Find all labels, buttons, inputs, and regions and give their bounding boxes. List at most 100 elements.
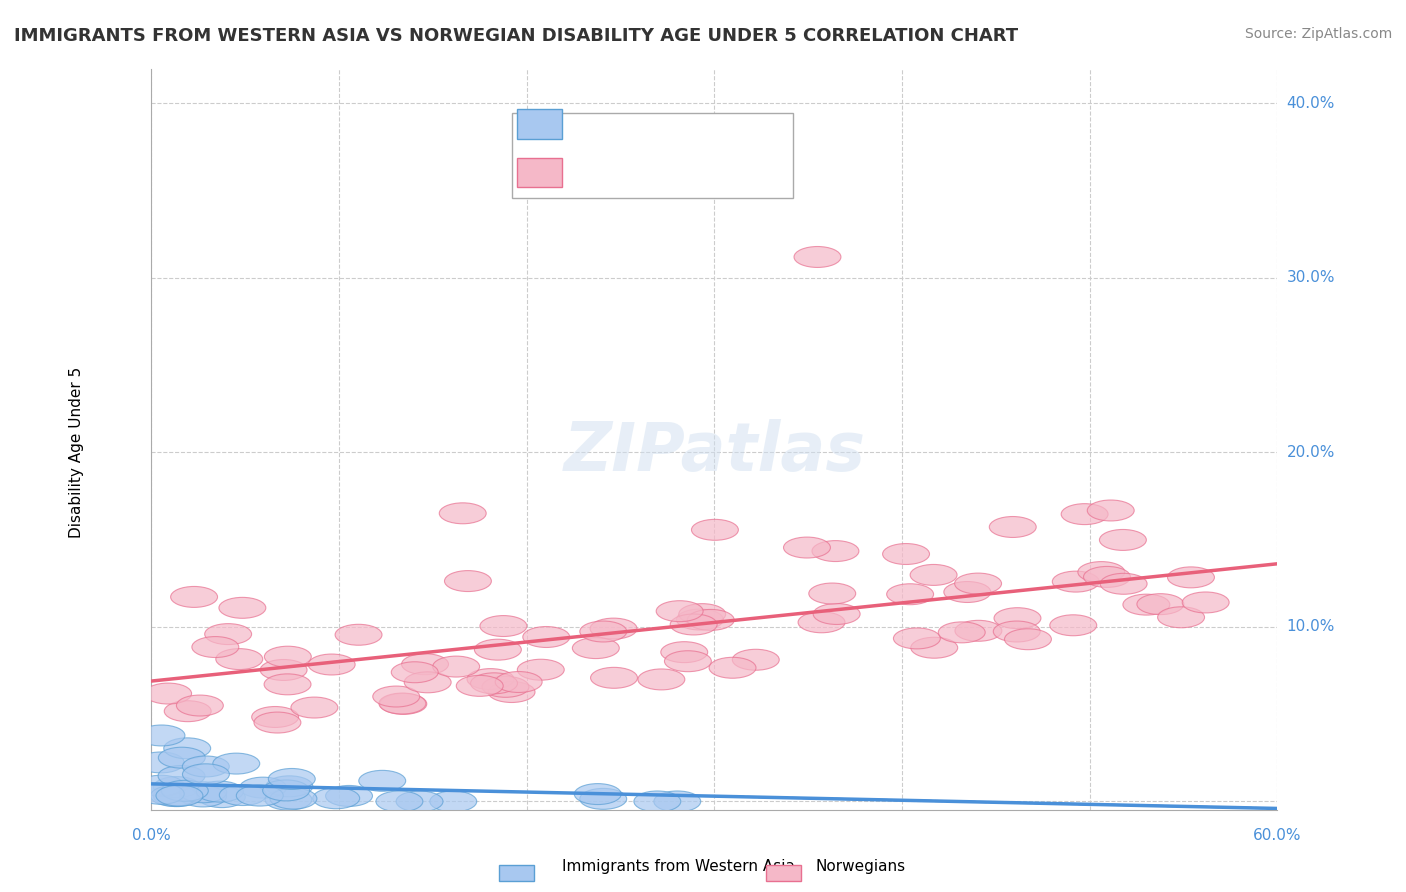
Ellipse shape: [180, 786, 226, 807]
Ellipse shape: [955, 620, 1002, 641]
Ellipse shape: [402, 654, 449, 674]
Text: 0.0%: 0.0%: [132, 828, 170, 843]
Ellipse shape: [405, 672, 451, 693]
Ellipse shape: [252, 706, 298, 728]
Ellipse shape: [467, 669, 515, 690]
Ellipse shape: [579, 621, 627, 642]
Ellipse shape: [162, 780, 208, 801]
FancyBboxPatch shape: [517, 110, 562, 139]
Ellipse shape: [145, 683, 191, 704]
Ellipse shape: [457, 675, 503, 697]
Ellipse shape: [1084, 566, 1130, 587]
Ellipse shape: [138, 775, 184, 797]
Ellipse shape: [264, 673, 311, 695]
Ellipse shape: [236, 785, 283, 806]
Ellipse shape: [215, 648, 263, 670]
Ellipse shape: [634, 791, 681, 812]
Text: Immigrants from Western Asia: Immigrants from Western Asia: [562, 859, 796, 874]
Ellipse shape: [312, 788, 360, 809]
Ellipse shape: [679, 604, 725, 624]
Ellipse shape: [430, 791, 477, 812]
Ellipse shape: [157, 765, 205, 787]
Ellipse shape: [709, 657, 756, 678]
Ellipse shape: [291, 697, 337, 718]
Ellipse shape: [523, 626, 569, 648]
Ellipse shape: [153, 786, 200, 806]
Ellipse shape: [883, 543, 929, 565]
Ellipse shape: [591, 667, 637, 689]
Ellipse shape: [661, 641, 707, 663]
FancyBboxPatch shape: [512, 113, 793, 198]
Ellipse shape: [474, 640, 522, 660]
Ellipse shape: [993, 621, 1040, 642]
Ellipse shape: [1137, 594, 1184, 615]
Ellipse shape: [165, 701, 211, 722]
Ellipse shape: [159, 747, 205, 768]
Ellipse shape: [138, 725, 186, 746]
Ellipse shape: [654, 791, 700, 812]
Ellipse shape: [1099, 574, 1147, 594]
Text: R = -0.176   N = 37: R = -0.176 N = 37: [571, 115, 734, 133]
Ellipse shape: [1087, 500, 1135, 521]
Ellipse shape: [1078, 562, 1125, 582]
Ellipse shape: [433, 657, 479, 677]
Ellipse shape: [517, 659, 564, 681]
Text: Norwegians: Norwegians: [815, 859, 905, 874]
Ellipse shape: [1050, 615, 1097, 636]
Text: 10.0%: 10.0%: [1286, 619, 1334, 634]
Ellipse shape: [911, 637, 957, 658]
Ellipse shape: [1157, 607, 1205, 628]
Ellipse shape: [688, 609, 734, 631]
Ellipse shape: [1052, 571, 1099, 592]
Text: 40.0%: 40.0%: [1286, 96, 1334, 111]
Ellipse shape: [191, 637, 239, 657]
Ellipse shape: [391, 662, 439, 682]
Ellipse shape: [938, 622, 986, 643]
Ellipse shape: [260, 659, 307, 681]
Ellipse shape: [657, 600, 703, 622]
Ellipse shape: [1099, 530, 1146, 550]
Ellipse shape: [138, 783, 184, 805]
Ellipse shape: [212, 753, 260, 774]
Ellipse shape: [308, 654, 356, 675]
Ellipse shape: [170, 586, 218, 607]
Ellipse shape: [270, 789, 316, 809]
Ellipse shape: [219, 598, 266, 618]
Ellipse shape: [482, 676, 529, 698]
Ellipse shape: [219, 785, 266, 805]
Ellipse shape: [263, 780, 309, 801]
Ellipse shape: [591, 618, 637, 639]
Ellipse shape: [893, 628, 941, 648]
Ellipse shape: [1004, 629, 1052, 649]
Ellipse shape: [638, 669, 685, 690]
Ellipse shape: [794, 246, 841, 268]
Ellipse shape: [380, 693, 427, 714]
Ellipse shape: [198, 787, 245, 807]
Ellipse shape: [495, 672, 543, 692]
Ellipse shape: [733, 649, 779, 670]
Ellipse shape: [676, 609, 723, 630]
Text: R =  0.392   N = 82: R = 0.392 N = 82: [571, 163, 734, 181]
Ellipse shape: [671, 614, 717, 635]
Ellipse shape: [692, 519, 738, 541]
Ellipse shape: [264, 789, 312, 810]
Ellipse shape: [813, 604, 860, 624]
Ellipse shape: [205, 624, 252, 645]
Ellipse shape: [163, 738, 211, 759]
Ellipse shape: [380, 693, 426, 714]
Ellipse shape: [572, 638, 619, 658]
Ellipse shape: [1062, 504, 1108, 524]
Ellipse shape: [665, 651, 711, 672]
Ellipse shape: [156, 785, 202, 806]
Ellipse shape: [266, 776, 312, 797]
FancyBboxPatch shape: [517, 158, 562, 187]
Ellipse shape: [1123, 594, 1170, 615]
Ellipse shape: [176, 695, 224, 716]
Ellipse shape: [153, 777, 200, 797]
Ellipse shape: [955, 573, 1001, 594]
Ellipse shape: [479, 615, 527, 637]
Ellipse shape: [444, 571, 491, 591]
Text: IMMIGRANTS FROM WESTERN ASIA VS NORWEGIAN DISABILITY AGE UNDER 5 CORRELATION CHA: IMMIGRANTS FROM WESTERN ASIA VS NORWEGIA…: [14, 27, 1018, 45]
Ellipse shape: [373, 686, 419, 707]
Ellipse shape: [990, 516, 1036, 538]
